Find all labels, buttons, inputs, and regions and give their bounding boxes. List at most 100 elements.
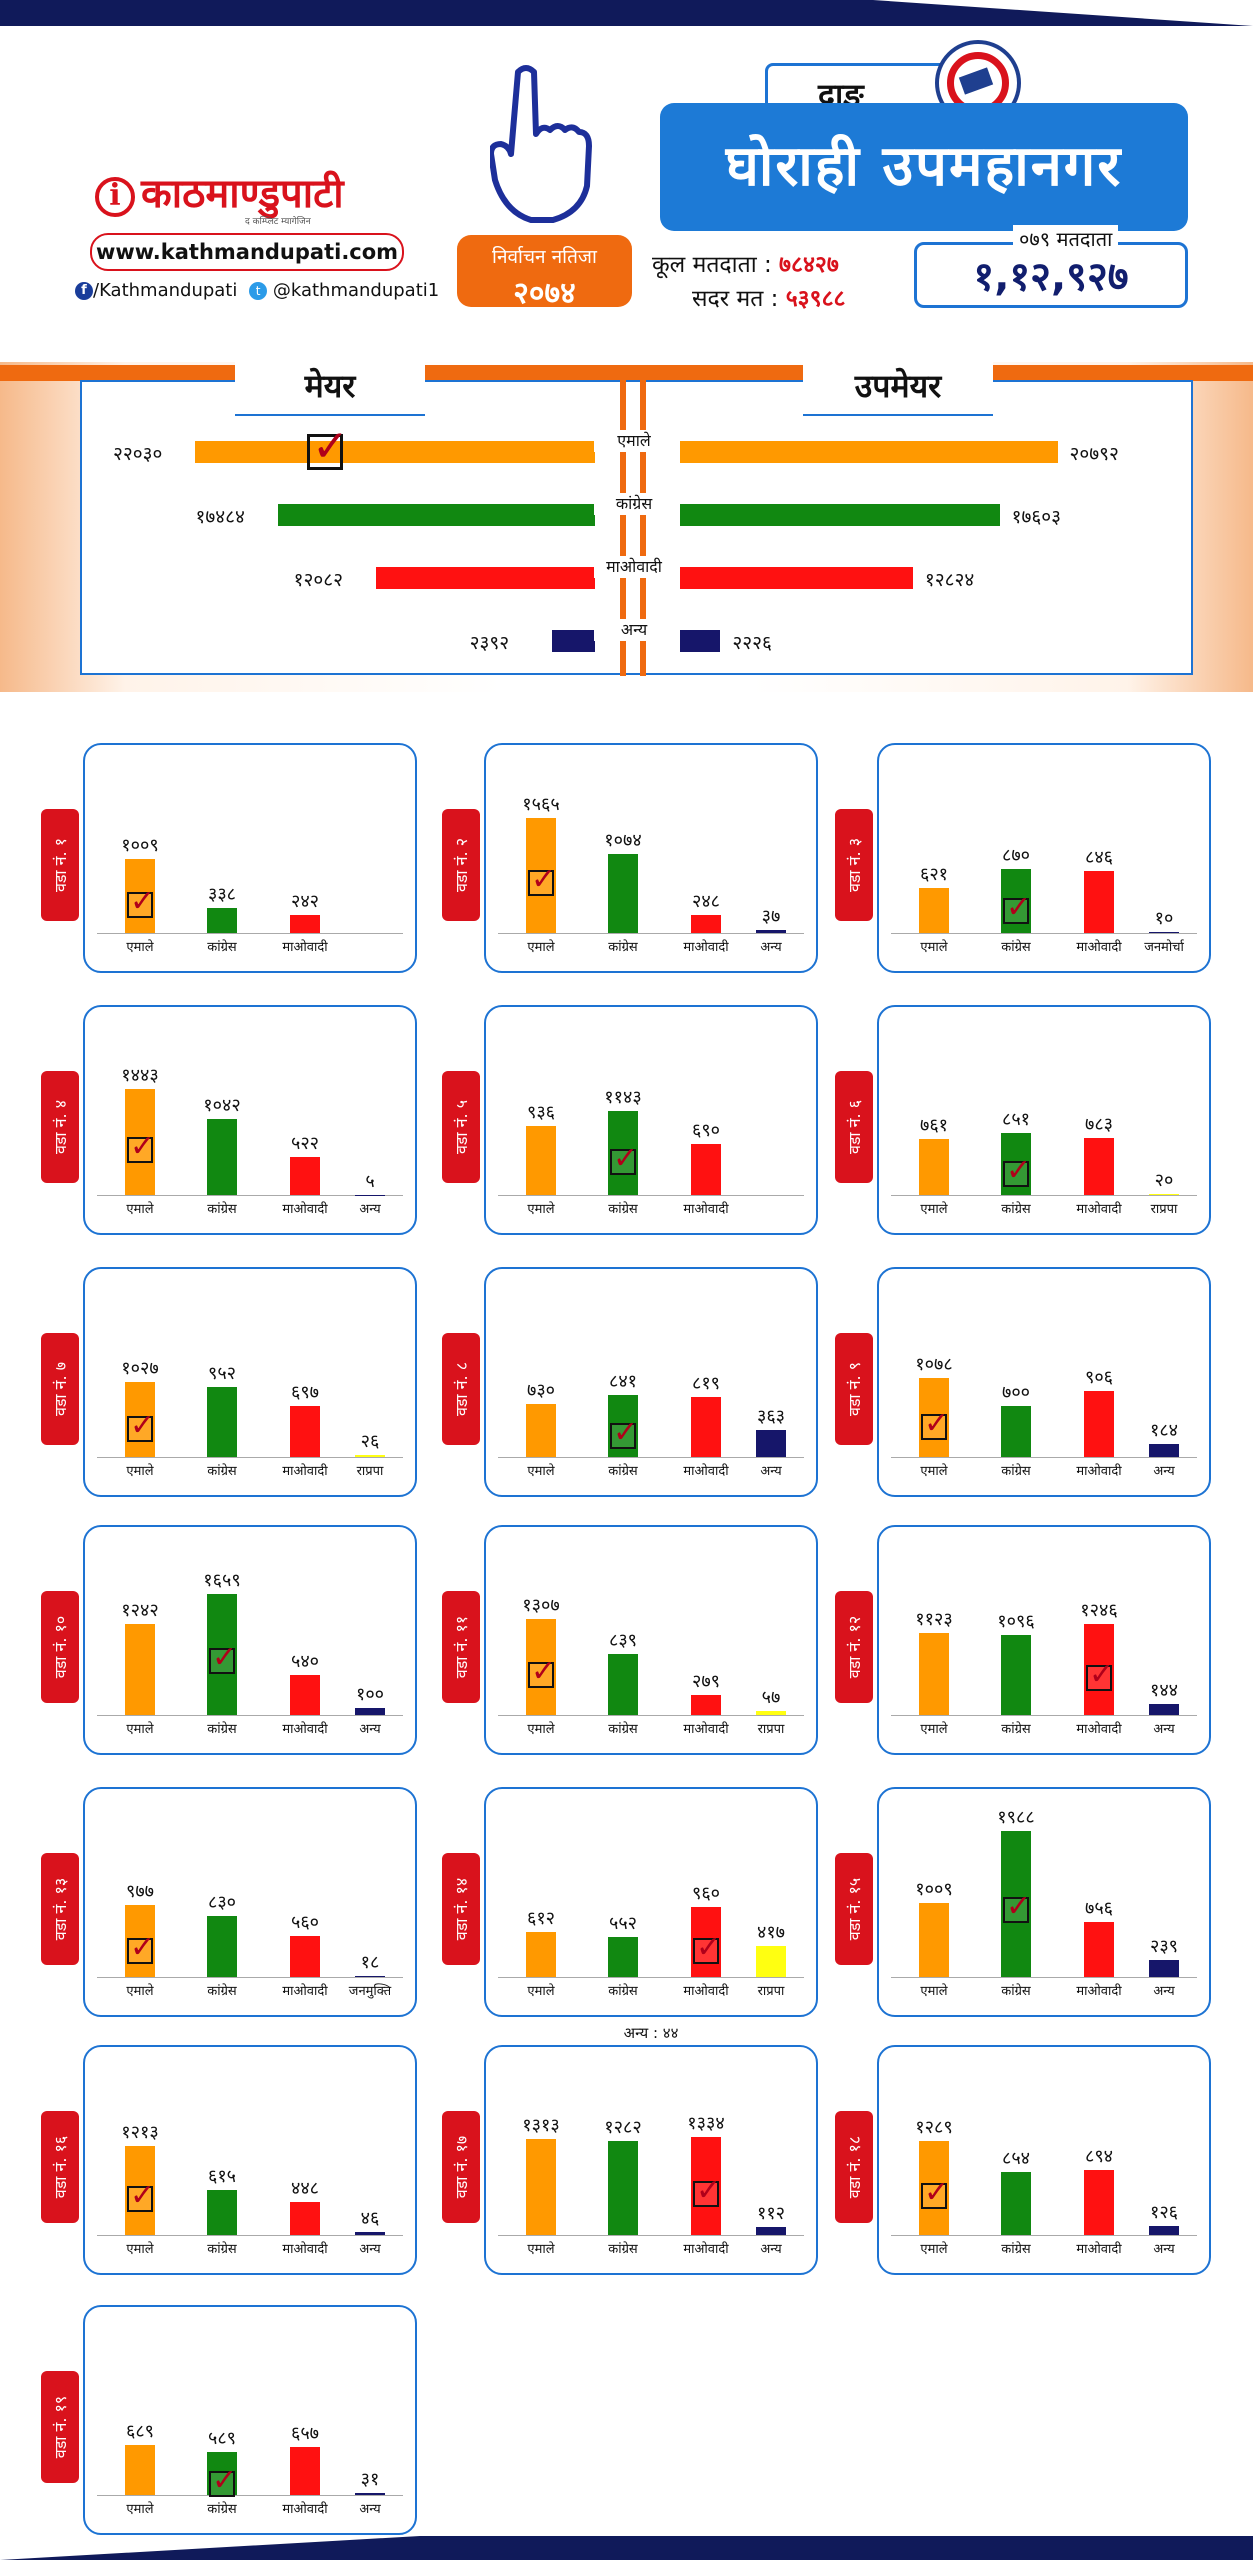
bar-1 [207, 1118, 237, 1195]
bar-category-0: एमाले [920, 1722, 948, 1737]
bar-value-2: ६९० [691, 1120, 721, 1142]
bar-value-2: २४२ [290, 891, 320, 913]
bar-category-0: एमाले [527, 1722, 555, 1737]
ward-label: वडा नं. ८ [452, 1361, 471, 1417]
deputy-bar-0 [680, 441, 1058, 463]
bar-category-3: अन्य [760, 2242, 782, 2257]
bar-value-1: ६१५ [207, 2165, 237, 2187]
bar-category-3: जनमुक्ति [348, 1984, 392, 1999]
bar-value-1: ९५२ [207, 1363, 237, 1385]
bar-0 [919, 887, 949, 933]
bar-value-2: ९६० [691, 1882, 721, 1904]
bar-category-1: कांग्रेस [608, 1984, 638, 1999]
bar-category-0: एमाले [126, 1464, 154, 1479]
facebook-handle[interactable]: /Kathmandupati [93, 280, 238, 301]
bar-value-0: ७३० [526, 1379, 556, 1401]
ward-card-13: ९७७ एमाले ८३० कांग्रेस ५६० माओवादी १८ जनमुक्ति [83, 1787, 417, 2017]
bar-category-1: कांग्रेस [1001, 1464, 1031, 1479]
bar-2 [691, 1144, 721, 1195]
ward-label: वडा नं. १ [51, 837, 70, 893]
bar-value-0: ६८९ [125, 2420, 155, 2442]
bar-value-0: १००९ [121, 835, 159, 857]
bar-1 [207, 908, 237, 933]
logo-mark-icon: i [95, 177, 135, 217]
mayor-bar-0 [195, 441, 595, 463]
bar-2 [691, 914, 721, 933]
bar-value-3: ४६ [360, 2207, 380, 2229]
twitter-handle[interactable]: @kathmandupati1 [272, 280, 440, 301]
bar-3 [756, 1710, 786, 1715]
ward-label: वडा नं. १३ [51, 1877, 70, 1941]
ward-card-16: १२१३ एमाले ६१५ कांग्रेस ४४८ माओवादी ४६ अन्य [83, 2045, 417, 2275]
bar-value-3: ३७ [761, 906, 781, 928]
bar-0 [526, 1403, 556, 1457]
winner-check-icon [921, 1406, 949, 1441]
bar-value-0: ७६१ [919, 1115, 949, 1137]
bar-category-3: अन्य [1153, 1464, 1175, 1479]
bar-category-3: अन्य [359, 2502, 381, 2517]
ward-card-15: १००९ एमाले १९८८ कांग्रेस ७५६ माओवादी २३९ अन्य [877, 1787, 1211, 2017]
bar-value-1: ५५२ [608, 1912, 638, 1934]
ward-label: वडा नं. ५ [452, 1099, 471, 1155]
bar-category-3: राप्रपा [757, 1984, 785, 1999]
bar-category-0: एमाले [527, 2242, 555, 2257]
bar-0 [919, 1139, 949, 1195]
bar-category-0: एमाले [920, 2242, 948, 2257]
bar-category-3: अन्य [760, 1464, 782, 1479]
ward-tag-9: वडा नं. ९ [835, 1333, 873, 1445]
axis-line [498, 933, 804, 934]
bar-value-3: १०० [355, 1683, 385, 1705]
bar-3 [1149, 932, 1179, 933]
party-label-2: माओवादी [594, 556, 674, 578]
bar-category-3: अन्य [359, 2242, 381, 2257]
bar-value-0: १०२७ [121, 1357, 159, 1379]
bar-value-0: १२८९ [915, 2116, 953, 2138]
bottom-band [0, 2536, 1253, 2560]
voters-079-label: ०७९ मतदाता [1013, 225, 1119, 252]
bar-value-3: १० [1154, 908, 1174, 930]
winner-check-icon [1003, 1889, 1031, 1924]
bar-value-1: ५८९ [207, 2427, 237, 2449]
bar-3 [1149, 1704, 1179, 1715]
bar-2 [290, 915, 320, 933]
winner-check-icon [610, 1415, 638, 1450]
bar-1 [1001, 1405, 1031, 1457]
bar-2 [1084, 1137, 1114, 1195]
axis-line [498, 1715, 804, 1716]
axis-line [498, 1195, 804, 1196]
bar-2 [290, 2202, 320, 2235]
winner-check-icon [693, 1930, 721, 1965]
website-url[interactable]: www.kathmandupati.com [90, 233, 404, 271]
ward-tag-19: वडा नं. १९ [41, 2371, 79, 2483]
bar-value-0: १२४२ [121, 1600, 159, 1622]
mayor-winner-check-icon [307, 421, 349, 472]
ward-tag-6: वडा नं. ६ [835, 1071, 873, 1183]
axis-line [97, 1715, 403, 1716]
winner-check-icon [921, 2175, 949, 2210]
bar-category-2: माओवादी [282, 2502, 328, 2517]
ward-card-7: १०२७ एमाले ९५२ कांग्रेस ६९७ माओवादी २६ राप्रपा [83, 1267, 417, 1497]
divider-right [640, 380, 646, 676]
social-links: f/Kathmandupati t @kathmandupati1 [75, 280, 439, 301]
ward-card-1: १००९ एमाले ३३८ कांग्रेस २४२ माओवादी [83, 743, 417, 973]
bar-category-3: राप्रपा [1150, 1202, 1178, 1217]
bar-value-0: १४४३ [121, 1065, 159, 1087]
ward-tag-14: वडा नं. १४ [442, 1853, 480, 1965]
bar-category-2: माओवादी [683, 1984, 729, 1999]
ward-tag-15: वडा नं. १५ [835, 1853, 873, 1965]
bar-category-0: एमाले [527, 940, 555, 955]
bar-3 [756, 2226, 786, 2235]
bar-value-2: ५४० [290, 1651, 320, 1673]
mayor-bar-1 [277, 504, 595, 526]
ward-label: वडा नं. १२ [845, 1615, 864, 1679]
bar-category-3: राप्रपा [356, 1464, 384, 1479]
bar-value-0: ६२१ [919, 863, 949, 885]
twitter-icon: t [249, 282, 268, 300]
bar-category-3: अन्य [359, 1722, 381, 1737]
bar-value-0: ९७७ [125, 1881, 155, 1903]
axis-line [97, 1977, 403, 1978]
bar-category-1: कांग्रेस [608, 940, 638, 955]
bar-value-3: २३९ [1149, 1935, 1179, 1957]
bar-value-3: ४१७ [756, 1922, 786, 1944]
bar-category-1: कांग्रेस [207, 1984, 237, 1999]
